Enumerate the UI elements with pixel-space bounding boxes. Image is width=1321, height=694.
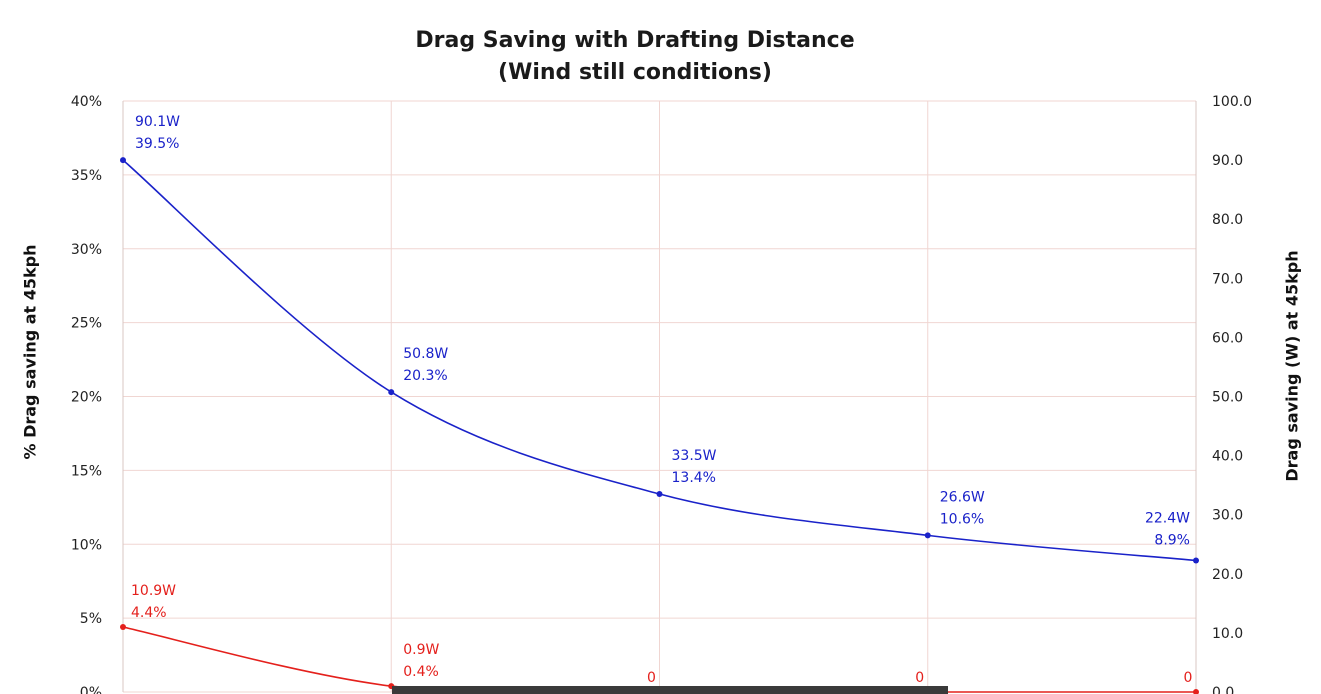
data-point <box>120 623 126 630</box>
y2-tick-label: 80.0 <box>1212 212 1243 228</box>
data-label: 10.9W <box>131 583 176 599</box>
y-tick-label: 10% <box>71 537 102 553</box>
y2-tick-label: 30.0 <box>1212 508 1243 524</box>
y-tick-label: 40% <box>71 94 102 110</box>
y2-tick-label: 40.0 <box>1212 449 1243 465</box>
data-label: 0 <box>915 670 924 686</box>
y-tick-label: 35% <box>71 168 102 184</box>
y-tick-label: 15% <box>71 463 102 479</box>
data-point <box>656 491 663 498</box>
y-tick-label: 5% <box>80 611 102 627</box>
data-label: 90.1W <box>135 114 180 130</box>
y2-tick-label: 20.0 <box>1212 567 1243 583</box>
data-label: 13.4% <box>672 470 716 486</box>
y2-tick-label: 0.0 <box>1212 685 1234 694</box>
y-tick-label: 30% <box>71 242 102 258</box>
y2-tick-label: 60.0 <box>1212 330 1243 346</box>
data-point <box>924 532 931 539</box>
data-label: 20.3% <box>403 368 447 384</box>
y2-tick-label: 90.0 <box>1212 153 1243 169</box>
data-label: 33.5W <box>672 448 717 464</box>
data-label: 22.4W <box>1145 511 1190 527</box>
data-label: 39.5% <box>135 136 179 152</box>
data-point <box>1193 557 1199 564</box>
y-tick-label: 0% <box>80 685 102 694</box>
video-progress-bar <box>392 686 948 694</box>
chart-title: Drag Saving with Drafting Distance <box>415 28 855 53</box>
data-label: 26.6W <box>940 489 985 505</box>
data-label: 8.9% <box>1154 533 1190 549</box>
y-tick-label: 25% <box>71 316 102 332</box>
y2-tick-label: 100.0 <box>1212 94 1252 110</box>
series-line-0 <box>122 159 1197 562</box>
data-label: 0 <box>1184 670 1193 686</box>
data-label: 50.8W <box>403 346 448 362</box>
data-point <box>388 389 395 396</box>
y2-tick-label: 70.0 <box>1212 271 1243 287</box>
data-label: 0.4% <box>403 664 439 680</box>
chart-subtitle: (Wind still conditions) <box>498 60 772 85</box>
data-label: 4.4% <box>131 605 167 621</box>
data-point <box>120 157 126 164</box>
data-label: 0 <box>647 670 656 686</box>
data-label: 10.6% <box>940 511 984 527</box>
y2-tick-label: 50.0 <box>1212 390 1243 406</box>
y-tick-label: 20% <box>71 390 102 406</box>
data-point <box>1193 689 1199 694</box>
data-label: 0.9W <box>403 642 439 658</box>
y2-tick-label: 10.0 <box>1212 626 1243 642</box>
